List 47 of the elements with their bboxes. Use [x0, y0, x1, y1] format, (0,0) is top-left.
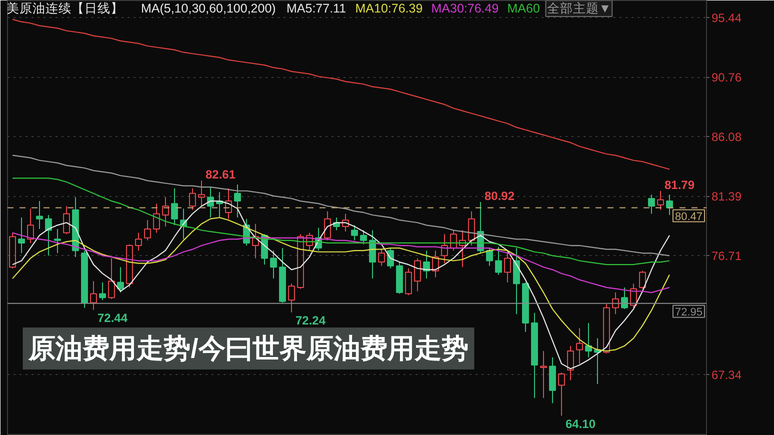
text: 72.44	[98, 310, 128, 325]
text: MA30:76.49	[431, 2, 499, 16]
candlestick	[630, 283, 637, 308]
candlestick	[162, 196, 169, 227]
candlestick	[153, 203, 160, 234]
candlestick	[54, 228, 61, 254]
text: 原油费用走势/今曰世界原油费用走势	[28, 334, 468, 364]
candlestick	[576, 328, 583, 364]
candlestick	[531, 312, 538, 399]
text: 81.79	[664, 178, 695, 192]
text: MA10:76.39	[355, 2, 423, 16]
text: 82.61	[206, 168, 236, 182]
candlestick	[18, 217, 25, 254]
candlestick	[207, 186, 214, 218]
candlestick	[27, 208, 34, 244]
candlestick	[648, 194, 655, 214]
line-series	[12, 18, 670, 170]
candlestick	[225, 188, 232, 220]
text: MA60	[507, 2, 540, 16]
text: MA5:77.11	[286, 2, 346, 16]
y-tick-label: 76.71	[712, 249, 742, 264]
legend-title: MA(5,10,30,60,100,200)	[141, 2, 276, 16]
text: 64.10	[566, 416, 596, 431]
y-tick-label: 90.76	[712, 70, 742, 85]
candlestick	[369, 230, 376, 280]
candlestick	[567, 345, 574, 381]
candlestick	[666, 194, 673, 216]
y-tick-label: 95.44	[712, 11, 742, 26]
candlestick	[423, 250, 430, 280]
candlestick	[342, 213, 349, 232]
y-tick-label: 86.08	[712, 130, 742, 144]
candlestick	[36, 200, 43, 230]
candlestick	[414, 258, 421, 292]
candlestick	[432, 250, 439, 278]
candlestick	[459, 230, 466, 268]
text: 80.92	[484, 189, 515, 204]
y-tick-label: 81.39	[712, 190, 742, 204]
candlestick	[72, 196, 79, 258]
ref-line-label: 72.95	[674, 306, 703, 318]
text: 72.24	[296, 313, 326, 328]
y-tick-label: 67.34	[712, 368, 742, 382]
annotation: 全部主题▼	[546, 0, 612, 16]
candlestick	[45, 214, 52, 256]
ref-line-label: 80.47	[674, 210, 703, 223]
candlestick	[513, 248, 520, 315]
candlestick	[540, 350, 547, 399]
candlestick	[252, 223, 259, 259]
